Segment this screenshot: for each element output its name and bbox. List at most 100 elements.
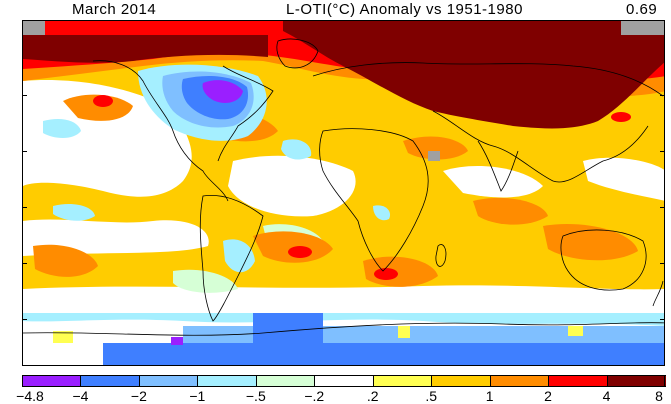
warm-region — [253, 231, 333, 263]
coastline-india — [477, 140, 519, 192]
legend-label: −4.8 — [16, 388, 44, 404]
legend-divider — [372, 375, 374, 387]
legend-divider — [489, 375, 491, 387]
hot-spot — [288, 246, 312, 258]
coastline-new-zealand — [652, 280, 664, 307]
warm-region — [63, 94, 133, 121]
warm-region — [33, 244, 98, 277]
antarctic-warm-region — [568, 326, 583, 336]
legend-divider — [80, 375, 82, 387]
eurasia-hot-region — [283, 21, 664, 129]
legend-divider — [431, 375, 433, 387]
global-mean-anomaly: 0.69 — [626, 1, 658, 18]
legend-label: −.5 — [245, 388, 266, 404]
right-axis-tick — [660, 319, 664, 320]
right-axis-tick — [660, 95, 664, 96]
slightly-cool-region — [223, 239, 255, 273]
coastline-asia-south — [432, 110, 649, 183]
neutral-region — [23, 219, 209, 256]
legend-label: .5 — [425, 388, 438, 404]
coastline-africa — [319, 128, 429, 272]
left-axis-tick — [23, 151, 27, 152]
map-month-label: March 2014 — [72, 1, 157, 18]
warm-region — [543, 223, 638, 261]
legend-divider — [606, 375, 608, 387]
legend-swatch — [314, 375, 374, 387]
right-axis-tick — [660, 151, 664, 152]
right-axis-tick — [660, 207, 664, 208]
missing-data — [23, 21, 45, 35]
hot-spot — [93, 95, 113, 107]
legend-labels: −4.8 −4 −2 −1 −.5 −.2 .2 .5 1 2 4 8 — [0, 388, 671, 404]
legend-swatch — [372, 375, 433, 387]
legend-swatch — [606, 375, 666, 387]
right-axis-tick — [660, 263, 664, 264]
neutral-region — [228, 155, 356, 217]
coastline-antarctica — [23, 322, 664, 336]
coastline-north-america — [92, 60, 229, 202]
slightly-cool-region — [53, 204, 95, 221]
antarctic-warm-region — [398, 326, 410, 338]
coastline-australia — [560, 229, 647, 291]
legend-divider — [548, 375, 550, 387]
coastlines — [23, 38, 664, 336]
legend-label: .2 — [366, 388, 379, 404]
left-axis-tick — [23, 95, 27, 96]
cold-region — [202, 80, 243, 103]
slightly-cool-region — [43, 119, 81, 138]
legend-swatch — [197, 375, 257, 387]
color-legend — [22, 375, 666, 388]
legend-label: −1 — [189, 388, 206, 404]
legend-swatch — [489, 375, 550, 387]
legend-label: 4 — [602, 388, 611, 404]
missing-data — [621, 21, 664, 35]
legend-label: −4 — [72, 388, 89, 404]
hot-spot — [374, 268, 398, 280]
neutral-region — [443, 166, 543, 198]
antarctic-cool-region — [23, 313, 664, 326]
legend-label: 2 — [544, 388, 552, 404]
legend-swatch — [255, 375, 316, 387]
neutral-region — [23, 285, 664, 311]
legend-divider — [664, 375, 665, 387]
legend-label: −2 — [130, 388, 147, 404]
anomaly-map-canvas — [23, 21, 664, 365]
legend-label: −.2 — [304, 388, 325, 404]
legend-divider — [314, 375, 316, 387]
coastline-eurasia — [312, 62, 664, 97]
legend-divider — [138, 375, 140, 387]
legend-swatch — [431, 375, 491, 387]
legend-label: 1 — [485, 388, 494, 404]
warm-region — [403, 136, 468, 160]
missing-data — [428, 151, 440, 161]
neutral-region — [23, 80, 192, 197]
antarctic-cool-region — [253, 313, 323, 343]
legend-divider — [255, 375, 257, 387]
legend-label: 8 — [655, 388, 663, 404]
legend-swatch — [22, 375, 82, 387]
anomaly-map — [22, 20, 665, 366]
left-axis-tick — [23, 207, 27, 208]
coastline-north-america — [217, 65, 274, 162]
coastline-south-america — [199, 195, 264, 322]
legend-swatch — [138, 375, 199, 387]
map-title: L-OTI(°C) Anomaly vs 1951-1980 — [286, 1, 523, 18]
title-bar: March 2014 L-OTI(°C) Anomaly vs 1951-198… — [0, 0, 671, 20]
legend-swatch — [548, 375, 608, 387]
left-axis-tick — [23, 319, 27, 320]
coastline-greenland — [276, 38, 319, 69]
slightly-cool-region — [373, 205, 391, 221]
neutral-region — [583, 157, 664, 201]
coastline-madagascar — [435, 244, 447, 267]
warm-region — [473, 197, 548, 225]
antarctic-cold-spot — [171, 337, 183, 345]
antarctic-warm-region — [53, 331, 73, 343]
antarctic-cool-region — [103, 343, 664, 365]
left-axis-tick — [23, 263, 27, 264]
legend-divider — [197, 375, 199, 387]
slightly-cool-region — [173, 269, 238, 293]
hot-spot — [611, 112, 631, 122]
legend-swatch — [80, 375, 140, 387]
slightly-cool-region — [281, 139, 312, 160]
legend-divider — [22, 375, 23, 387]
